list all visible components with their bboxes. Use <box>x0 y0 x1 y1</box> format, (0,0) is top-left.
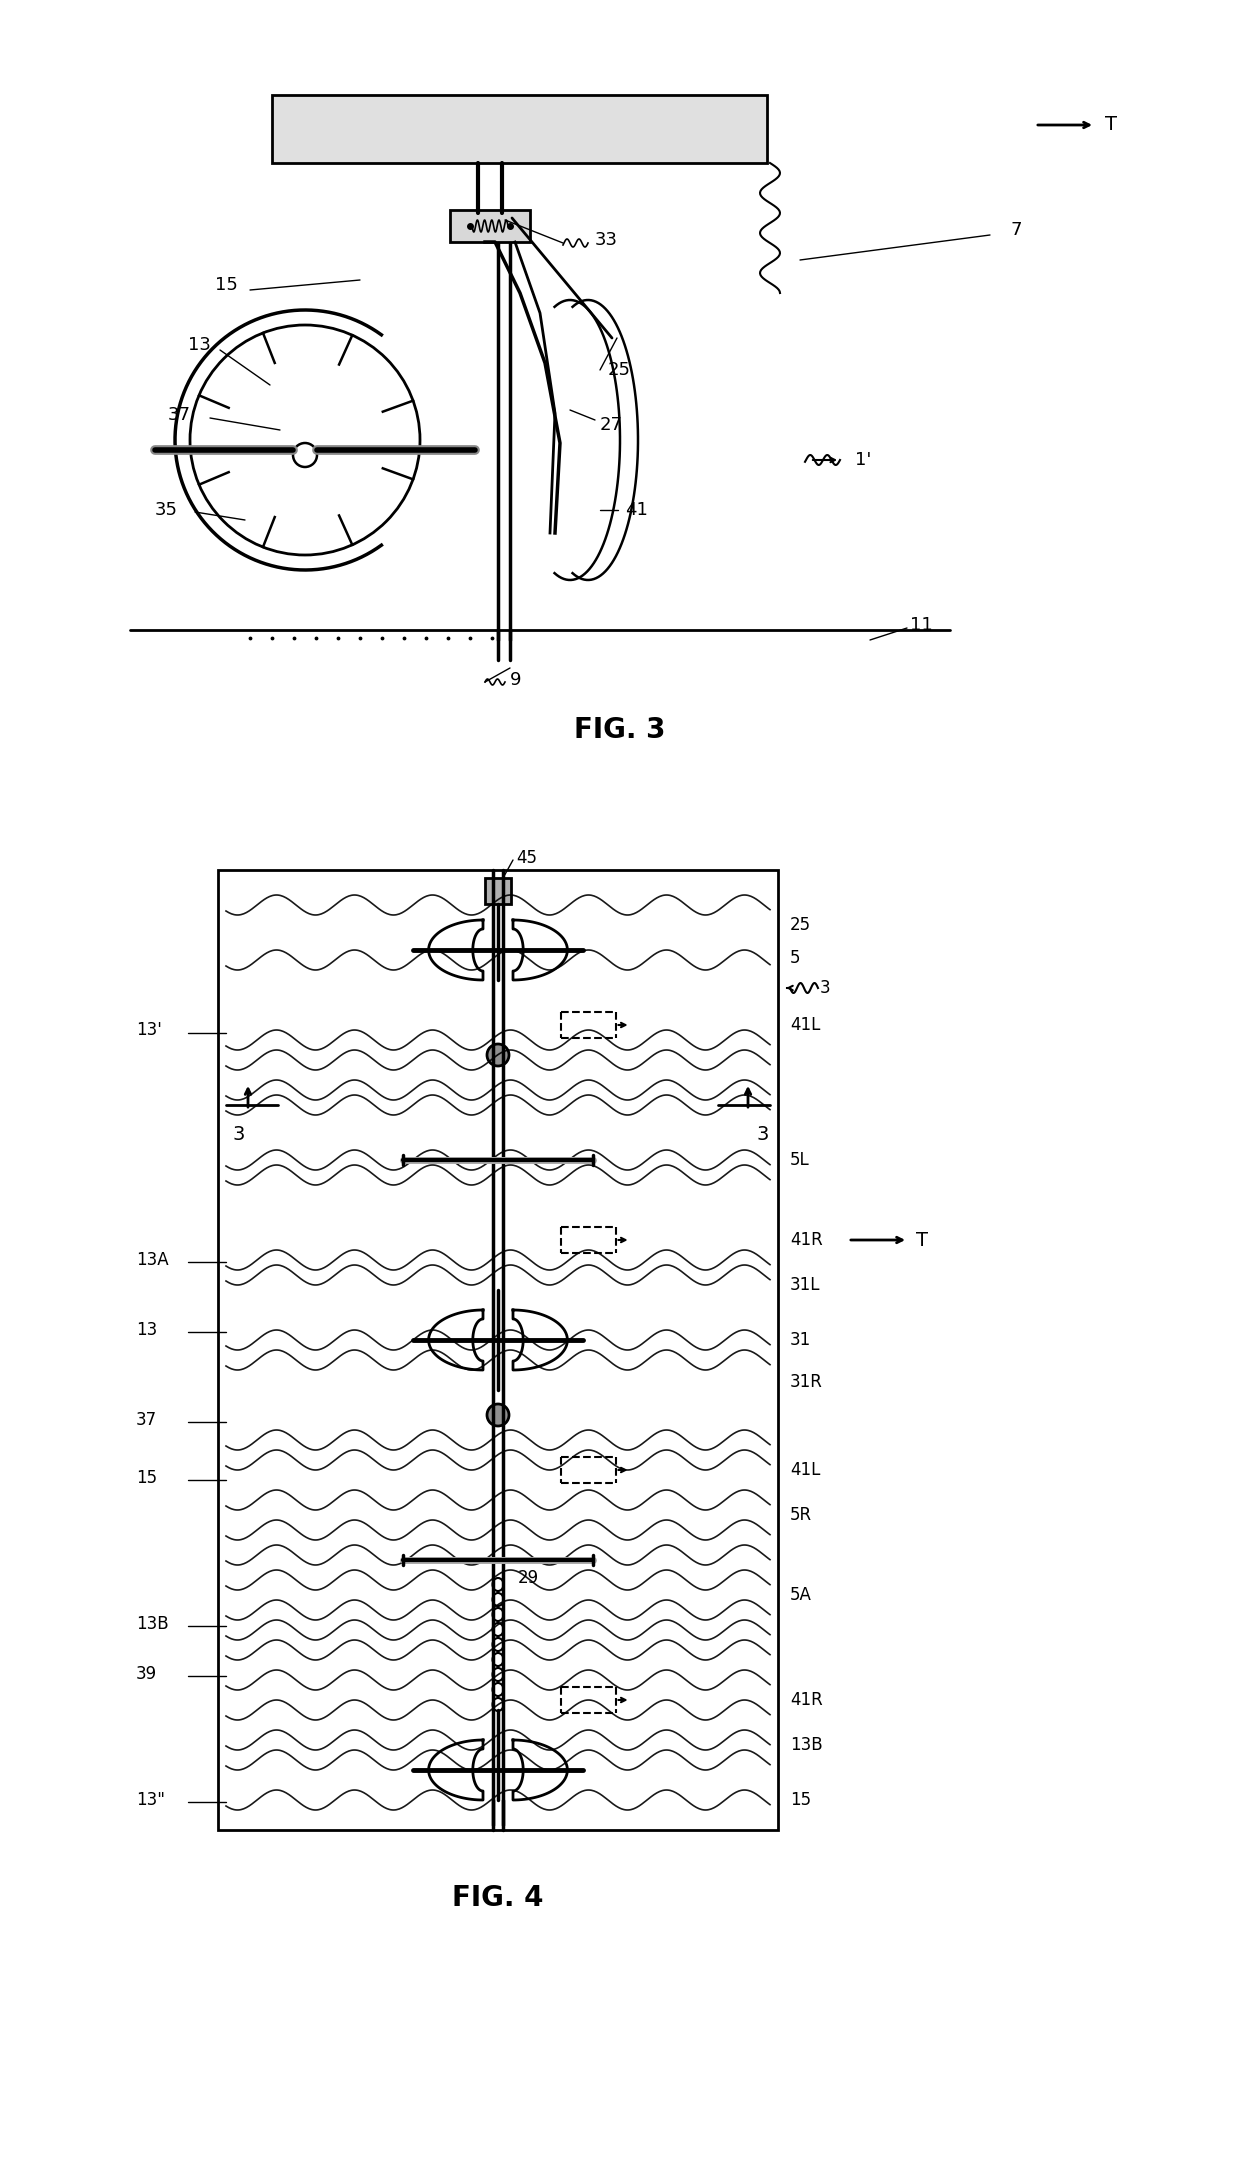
Text: 35: 35 <box>155 500 179 520</box>
Text: 41L: 41L <box>790 1460 821 1480</box>
Text: 13": 13" <box>136 1791 165 1808</box>
Text: 7: 7 <box>1011 222 1022 239</box>
Text: 5A: 5A <box>790 1586 812 1604</box>
Text: 5: 5 <box>790 949 801 966</box>
Text: 1': 1' <box>856 450 872 470</box>
Text: T: T <box>1105 115 1117 135</box>
Bar <box>218 870 777 1830</box>
Text: 15: 15 <box>215 276 238 294</box>
Text: 37: 37 <box>136 1410 157 1430</box>
Text: 13: 13 <box>136 1321 157 1338</box>
Text: 5R: 5R <box>790 1506 812 1523</box>
Text: 3: 3 <box>756 1125 769 1145</box>
Text: 13: 13 <box>188 335 211 355</box>
Circle shape <box>487 1044 508 1066</box>
Text: T: T <box>916 1229 928 1249</box>
Text: 37: 37 <box>167 407 191 424</box>
Text: 39: 39 <box>136 1665 157 1682</box>
Text: 29: 29 <box>518 1569 539 1586</box>
Text: 15: 15 <box>790 1791 811 1808</box>
Text: 3: 3 <box>232 1125 244 1145</box>
Text: 41: 41 <box>625 500 647 520</box>
Text: 41R: 41R <box>790 1691 823 1708</box>
Text: 33: 33 <box>595 231 618 248</box>
Text: 13B: 13B <box>790 1736 822 1754</box>
Circle shape <box>487 1404 508 1425</box>
Text: 9: 9 <box>510 670 522 690</box>
Text: 3: 3 <box>820 979 831 997</box>
Text: FIG. 4: FIG. 4 <box>453 1884 544 1913</box>
Text: 31L: 31L <box>790 1275 821 1295</box>
Text: 45: 45 <box>516 849 537 866</box>
Text: 5L: 5L <box>790 1151 810 1169</box>
Text: 31R: 31R <box>790 1373 823 1390</box>
Bar <box>485 877 511 903</box>
Bar <box>272 96 768 163</box>
Text: 25: 25 <box>790 916 811 934</box>
Text: 15: 15 <box>136 1469 157 1486</box>
Text: 13B: 13B <box>136 1615 169 1632</box>
Text: 11: 11 <box>910 616 932 633</box>
Text: 25: 25 <box>608 361 631 379</box>
Text: 41R: 41R <box>790 1232 823 1249</box>
Bar <box>450 211 529 242</box>
Text: 31: 31 <box>790 1332 811 1349</box>
Text: 13A: 13A <box>136 1251 169 1269</box>
Text: 13': 13' <box>136 1021 162 1038</box>
Text: FIG. 3: FIG. 3 <box>574 716 666 744</box>
Text: 27: 27 <box>600 416 622 433</box>
Text: 41L: 41L <box>790 1016 821 1034</box>
